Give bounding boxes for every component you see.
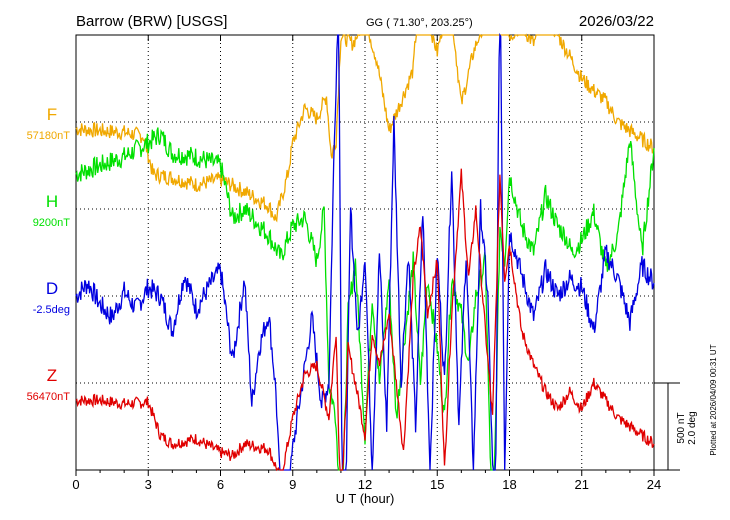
plot-frame (75, 34, 655, 471)
scale-deg-label: 2.0 deg (687, 411, 698, 444)
series-line-h (75, 127, 655, 471)
x-tick-label: 15 (430, 477, 444, 492)
x-tick-label: 18 (502, 477, 516, 492)
series-baseline-h: 9200nT (33, 217, 71, 229)
x-axis-label: U T (hour) (336, 491, 395, 506)
coordinates-label: GG ( 71.30°, 203.25°) (366, 17, 473, 29)
series-baseline-d: -2.5deg (33, 304, 70, 316)
x-tick-label: 0 (72, 477, 79, 492)
series-line-d (75, 32, 655, 471)
x-tick-label: 3 (145, 477, 152, 492)
x-tick-label: 21 (575, 477, 589, 492)
x-axis-ticks: 0 3 6 9 12 15 18 21 24 (72, 35, 661, 492)
x-tick-label: 6 (217, 477, 224, 492)
series-baseline-z: 56470nT (27, 391, 71, 403)
x-tick-label: 24 (647, 477, 661, 492)
series-baseline-f: 57180nT (27, 130, 71, 142)
series-name-d: D (46, 279, 58, 298)
series-name-f: F (47, 105, 57, 124)
date-label: 2026/03/22 (579, 13, 654, 30)
plotted-at-label: Plotted at 2026/04/09 00:31 UT (709, 344, 718, 455)
series-labels: F 57180nT H 9200nT D -2.5deg Z 56470nT (27, 105, 71, 403)
station-title: Barrow (BRW) [USGS] (76, 13, 227, 30)
series-name-z: Z (47, 366, 57, 385)
x-tick-label: 12 (358, 477, 372, 492)
scale-nt-label: 500 nT (676, 412, 687, 443)
series-name-h: H (46, 192, 58, 211)
series-line-z (75, 168, 655, 472)
series-lines (75, 32, 655, 472)
scale-bar (654, 382, 680, 471)
grid-lines (76, 35, 654, 470)
x-tick-label: 9 (289, 477, 296, 492)
series-line-f (75, 33, 655, 223)
